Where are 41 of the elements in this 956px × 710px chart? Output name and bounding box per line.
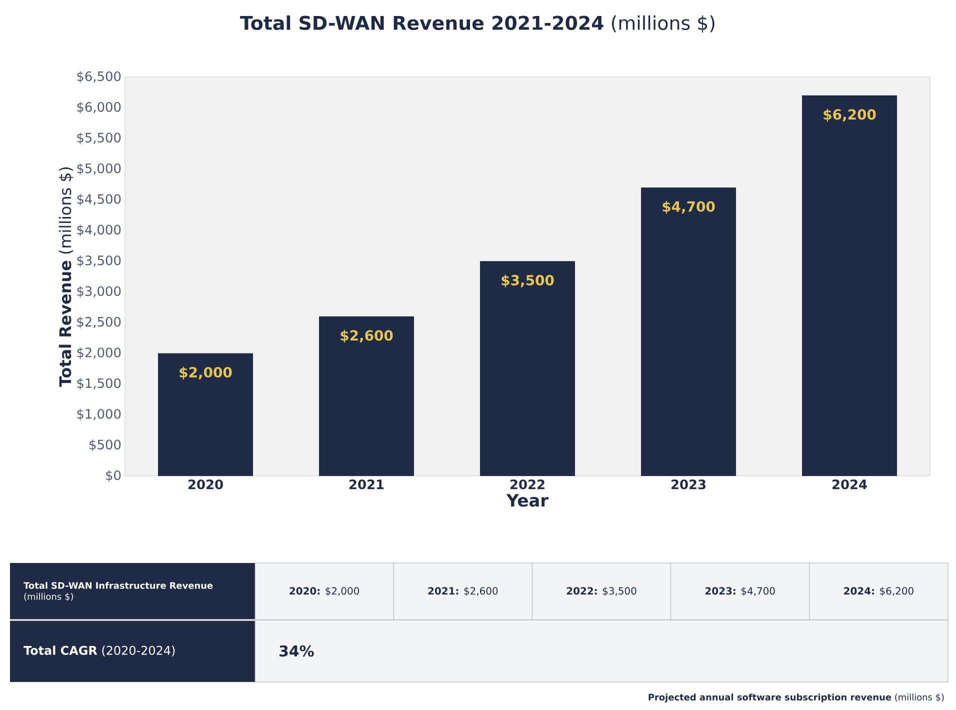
x-tick-label: 2021 [350, 480, 384, 490]
y-axis-title: Total Revenue (millions $) [58, 167, 74, 387]
y-tick-label: $5,000 [77, 163, 121, 175]
data-label: $4,700 [662, 201, 715, 214]
x-tick-label: 2024 [832, 480, 867, 490]
data-label: $2,600 [340, 330, 393, 343]
y-tick-label: $1,000 [77, 408, 121, 420]
x-tick-label: 2023 [672, 480, 706, 490]
bar [641, 187, 736, 476]
bar [480, 261, 576, 476]
bar [158, 353, 254, 476]
data-label: $2,000 [180, 366, 232, 380]
text: 2024: $6,200 [844, 586, 914, 596]
y-tick-label: $2,500 [77, 316, 121, 328]
y-tick-label: $4,000 [77, 224, 121, 236]
text: Total CAGR (2020-2024) [24, 646, 175, 656]
text: 34% [280, 645, 314, 657]
y-tick-label: $3,000 [77, 286, 121, 298]
y-tick-label: $4,500 [77, 194, 121, 206]
bar [802, 95, 898, 476]
y-tick-label: $2,000 [77, 347, 121, 360]
x-axis-title: Year [506, 494, 548, 507]
y-tick-label: $3,500 [77, 255, 121, 268]
y-tick-label: $5,500 [77, 132, 121, 144]
text: 2023: $4,700 [705, 586, 775, 596]
x-tick-label: 2020 [188, 480, 223, 490]
text: 2022: $3,500 [566, 586, 636, 596]
y-tick-label: $0 [106, 470, 121, 482]
chart-title: Total SD-WAN Revenue 2021-2024 (millions $) [240, 15, 714, 33]
bar [319, 316, 414, 476]
text: 2021: $2,600 [428, 586, 498, 596]
y-tick-label: $1,500 [77, 378, 121, 390]
data-label: $3,500 [502, 274, 554, 288]
y-tick-label: $6,000 [77, 102, 121, 114]
y-tick-label: $500 [90, 439, 121, 452]
data-label: $6,200 [824, 108, 876, 122]
x-tick-label: 2022 [510, 480, 544, 490]
y-tick-label: $6,500 [77, 71, 121, 83]
text: Total SD-WAN Infrastructure Revenue (millions $) [24, 582, 213, 602]
text: 2020: $2,000 [290, 586, 360, 596]
text: Projected annual software subscription revenue (millions $) [648, 694, 944, 702]
